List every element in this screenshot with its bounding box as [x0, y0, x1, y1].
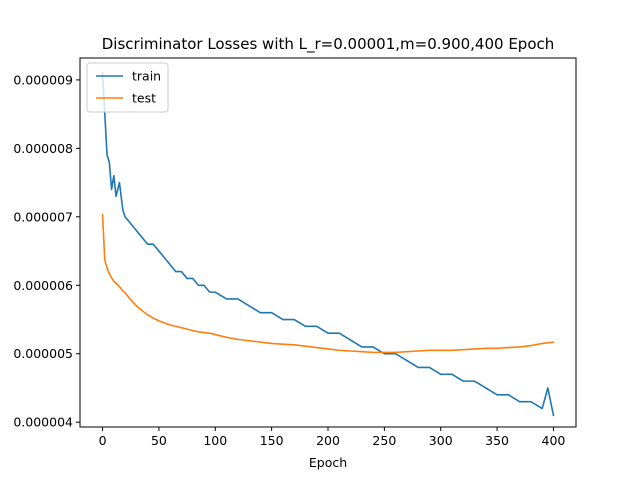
x-tick-label: 0	[99, 433, 107, 448]
x-tick-label: 350	[485, 433, 509, 448]
y-tick-label: 0.000005	[13, 346, 73, 361]
x-tick-label: 50	[151, 433, 167, 448]
y-tick-label: 0.000008	[13, 141, 73, 156]
legend-label-train: train	[132, 69, 161, 84]
legend-label-test: test	[132, 91, 156, 106]
plot-area	[79, 57, 577, 428]
x-tick-label: 400	[542, 433, 566, 448]
y-tick-label: 0.000009	[13, 72, 73, 87]
legend: train test	[86, 62, 169, 113]
series-line-test	[101, 213, 555, 354]
y-tick-label: 0.000006	[13, 278, 73, 293]
x-tick-label: 250	[372, 433, 396, 448]
y-axis: 0.000004 0.000005 0.000006 0.000007 0.000008…	[13, 72, 80, 430]
x-tick-label: 150	[260, 433, 284, 448]
plot-background	[80, 58, 576, 427]
series-line-train	[101, 72, 555, 417]
x-axis-label: Epoch	[309, 455, 347, 470]
y-tick-label: 0.000004	[13, 415, 73, 430]
x-tick-label: 100	[203, 433, 227, 448]
x-tick-label: 200	[316, 433, 340, 448]
y-tick-label: 0.000007	[13, 209, 73, 224]
chart-title: Discriminator Losses with L_r=0.00001,m=…	[102, 35, 555, 54]
x-tick-label: 300	[429, 433, 453, 448]
x-axis: 0 50 100 150 200 250 300 350 400	[99, 427, 566, 448]
